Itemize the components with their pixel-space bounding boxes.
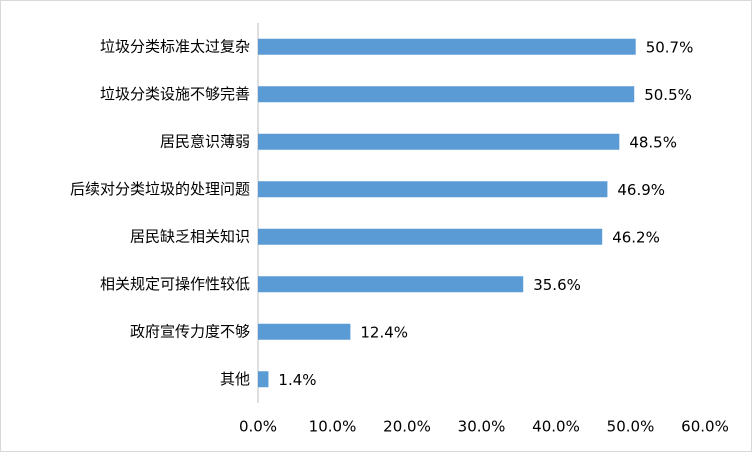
value-label: 35.6%	[533, 276, 581, 294]
x-tick-label: 20.0%	[383, 418, 431, 436]
bar	[258, 181, 608, 198]
y-tick-label: 垃圾分类设施不够完善	[100, 85, 250, 103]
value-label: 48.5%	[629, 133, 677, 151]
y-tick-label: 后续对分类垃圾的处理问题	[70, 180, 250, 198]
value-label: 1.4%	[278, 371, 316, 389]
value-label: 46.2%	[612, 228, 660, 246]
y-tick-label: 其他	[220, 370, 250, 388]
value-label: 50.5%	[644, 86, 692, 104]
y-tick-label: 政府宣传力度不够	[130, 322, 250, 340]
value-label: 12.4%	[360, 323, 408, 341]
x-tick-label: 40.0%	[532, 418, 580, 436]
y-tick-label: 相关规定可操作性较低	[100, 275, 250, 293]
y-tick-label: 垃圾分类标准太过复杂	[100, 37, 250, 55]
bar	[258, 38, 636, 55]
value-label: 46.9%	[617, 181, 665, 199]
y-tick-label: 居民意识薄弱	[160, 132, 250, 150]
x-tick-label: 10.0%	[309, 418, 357, 436]
x-tick-label: 30.0%	[458, 418, 506, 436]
bar	[258, 228, 603, 245]
x-tick-label: 60.0%	[681, 418, 729, 436]
x-tick-label: 0.0%	[239, 418, 277, 436]
bar	[258, 86, 635, 103]
bar	[258, 133, 620, 150]
bar	[258, 323, 351, 340]
bar	[258, 276, 524, 293]
value-label: 50.7%	[646, 38, 694, 56]
bar	[258, 371, 269, 388]
y-tick-label: 居民缺乏相关知识	[130, 227, 250, 245]
x-tick-label: 50.0%	[607, 418, 655, 436]
